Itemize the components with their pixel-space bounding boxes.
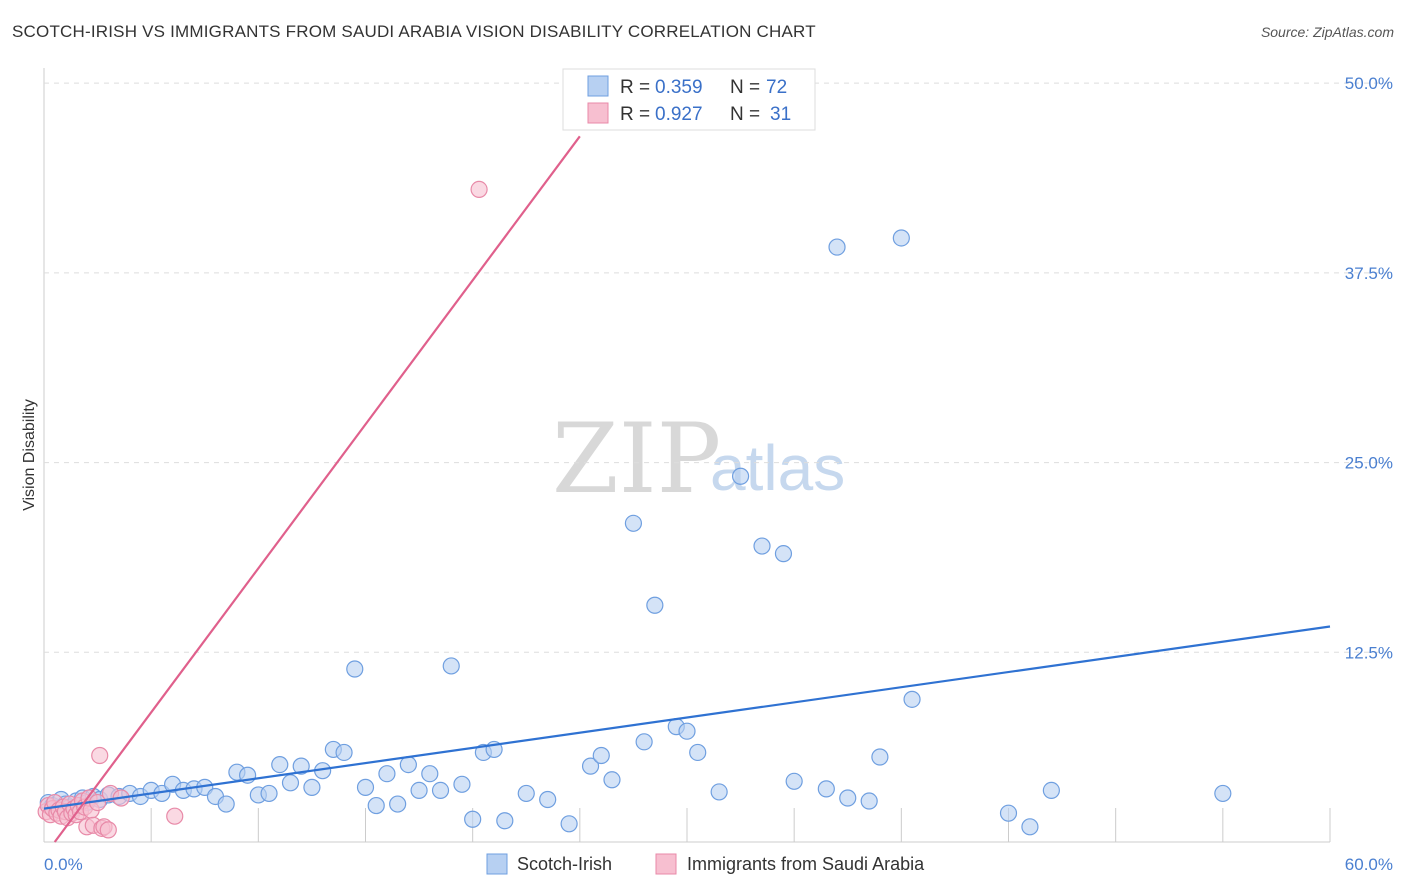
legend-swatch-blue [587,75,609,97]
y-tick-label: 12.5% [1345,643,1393,662]
data-point [560,815,578,833]
legend-n-value-1: 72 [766,77,787,98]
data-point [99,821,117,839]
data-point [1214,784,1232,803]
trendline-scotch-irish [43,625,1331,810]
data-point [860,792,878,810]
data-point [421,765,439,783]
data-point [581,757,600,775]
watermark-zip: ZIP [552,403,721,515]
data-point [335,743,353,762]
source-label: Source: ZipAtlas.com [1260,24,1394,40]
y-tick-labels: 12.5% 25.0% 37.5% 50.0% [1345,74,1393,662]
data-point [892,229,910,247]
data-point [91,746,109,765]
gridlines [44,82,1393,653]
x-tick-label-max: 60.0% [1345,855,1393,874]
watermark-atlas: atlas [710,432,845,504]
data-point [303,778,321,796]
trendline-saudi-arabia [53,135,581,843]
data-point [389,795,407,813]
data-point [356,778,375,796]
data-point [539,790,557,809]
data-point [774,545,793,563]
bottom-legend-swatch-blue [486,853,508,875]
legend-swatch-pink [587,102,609,124]
data-point [999,804,1018,822]
data-point [646,596,664,614]
data-point [496,812,514,830]
data-point [399,755,417,774]
data-point [217,795,235,813]
legend-box: R = 0.359 N = 72 R = 0.927 N = 31 [562,68,816,131]
data-point [903,690,921,708]
data-point [828,238,846,256]
data-point [1021,818,1039,836]
data-point [635,733,653,751]
x-tick-label-min: 0.0% [44,855,83,874]
legend-r-label-2: R = [620,104,650,125]
data-point [453,775,471,793]
data-point [731,467,750,485]
legend-r-value-2: 0.927 [655,104,703,125]
data-point [464,810,482,828]
series-saudi-arabia-points [37,180,488,839]
data-point [710,783,728,801]
legend-r-label-1: R = [620,77,650,98]
data-point [753,537,771,555]
y-tick-label: 25.0% [1345,454,1393,473]
bottom-legend: Scotch-Irish Immigrants from Saudi Arabi… [486,853,925,875]
data-point [166,807,184,825]
bottom-legend-label-2: Immigrants from Saudi Arabia [687,854,925,874]
data-point [603,771,621,789]
data-point [271,755,289,774]
legend-n-value-2: 31 [770,104,791,125]
data-point [817,780,835,798]
legend-n-label-1: N = [730,77,760,98]
chart-title: SCOTCH-IRISH VS IMMIGRANTS FROM SAUDI AR… [12,22,816,41]
y-axis-label: Vision Disability [21,399,38,511]
data-point [678,722,696,740]
data-point [470,180,488,199]
data-point [689,743,707,762]
data-point [839,789,857,807]
data-point [1042,781,1060,800]
y-tick-label: 37.5% [1345,264,1393,283]
data-point [378,765,396,783]
data-point [367,796,385,815]
legend-r-value-1: 0.359 [655,77,703,98]
data-point [431,781,450,800]
data-point [410,781,428,800]
data-point [292,757,310,775]
y-tick-label: 50.0% [1345,74,1393,93]
series-scotch-irish-points [39,229,1232,836]
bottom-legend-label-1: Scotch-Irish [517,854,612,874]
data-point [346,660,364,678]
bottom-legend-swatch-pink [655,853,677,875]
data-point [624,514,643,532]
data-point [281,774,300,792]
data-point [592,746,610,765]
x-tick-marks [150,808,1331,842]
data-point [442,657,460,675]
legend-n-label-2: N = [730,104,760,125]
data-point [871,748,889,766]
data-point [785,772,803,790]
data-point [260,784,278,803]
data-point [517,784,535,803]
